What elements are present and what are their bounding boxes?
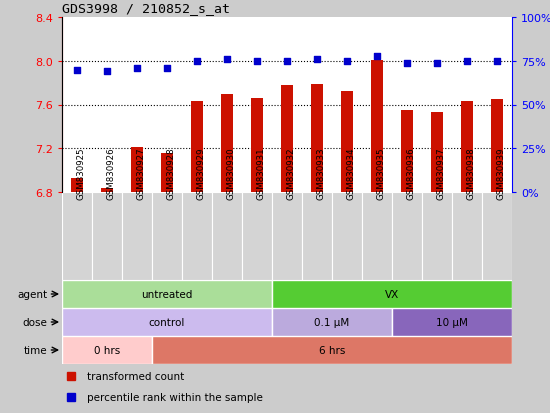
- Text: GSM830928: GSM830928: [167, 147, 176, 199]
- Bar: [491, 100, 503, 192]
- Bar: [431, 113, 443, 192]
- Bar: [62, 336, 152, 364]
- Bar: [62, 192, 92, 280]
- Bar: [101, 188, 113, 192]
- Text: GSM830939: GSM830939: [497, 147, 506, 199]
- Text: agent: agent: [17, 289, 47, 299]
- Point: [283, 58, 292, 65]
- Text: untreated: untreated: [141, 289, 192, 299]
- Bar: [422, 192, 452, 280]
- Bar: [71, 178, 83, 192]
- Point: [463, 58, 471, 65]
- Text: GSM830927: GSM830927: [137, 147, 146, 199]
- Bar: [152, 192, 182, 280]
- Bar: [62, 280, 272, 308]
- Bar: [212, 192, 242, 280]
- Bar: [272, 192, 302, 280]
- Text: time: time: [23, 345, 47, 355]
- Bar: [392, 308, 512, 336]
- Text: GDS3998 / 210852_s_at: GDS3998 / 210852_s_at: [62, 2, 230, 15]
- Point: [372, 53, 381, 59]
- Bar: [122, 192, 152, 280]
- Text: percentile rank within the sample: percentile rank within the sample: [87, 392, 263, 402]
- Point: [73, 67, 81, 74]
- Point: [403, 60, 411, 66]
- Point: [343, 58, 351, 65]
- Bar: [281, 85, 293, 192]
- Point: [252, 58, 261, 65]
- Text: GSM830937: GSM830937: [437, 147, 446, 199]
- Bar: [392, 192, 422, 280]
- Bar: [152, 336, 512, 364]
- Bar: [401, 111, 413, 192]
- Text: GSM830925: GSM830925: [77, 147, 86, 199]
- Bar: [311, 85, 323, 192]
- Text: 6 hrs: 6 hrs: [319, 345, 345, 355]
- Text: GSM830938: GSM830938: [467, 147, 476, 199]
- Bar: [482, 192, 512, 280]
- Bar: [461, 102, 473, 192]
- Bar: [92, 192, 122, 280]
- Text: GSM830929: GSM830929: [197, 147, 206, 199]
- Text: transformed count: transformed count: [87, 371, 184, 381]
- Point: [163, 65, 172, 72]
- Point: [312, 57, 321, 63]
- Bar: [452, 192, 482, 280]
- Bar: [302, 192, 332, 280]
- Text: GSM830936: GSM830936: [407, 147, 416, 199]
- Bar: [191, 102, 203, 192]
- Text: GSM830926: GSM830926: [107, 147, 116, 199]
- Text: GSM830934: GSM830934: [347, 147, 356, 199]
- Text: GSM830932: GSM830932: [287, 147, 296, 199]
- Point: [192, 58, 201, 65]
- Bar: [182, 192, 212, 280]
- Text: GSM830930: GSM830930: [227, 147, 236, 199]
- Bar: [272, 280, 512, 308]
- Point: [133, 65, 141, 72]
- Bar: [251, 99, 263, 192]
- Text: 0.1 μM: 0.1 μM: [315, 317, 350, 327]
- Bar: [371, 61, 383, 192]
- Point: [433, 60, 442, 66]
- Text: 0 hrs: 0 hrs: [94, 345, 120, 355]
- Bar: [341, 92, 353, 192]
- Bar: [161, 153, 173, 192]
- Bar: [62, 308, 272, 336]
- Text: control: control: [149, 317, 185, 327]
- Point: [493, 58, 502, 65]
- Text: GSM830931: GSM830931: [257, 147, 266, 199]
- Text: 10 μM: 10 μM: [436, 317, 468, 327]
- Text: GSM830933: GSM830933: [317, 147, 326, 199]
- Bar: [332, 192, 362, 280]
- Bar: [221, 94, 233, 192]
- Text: dose: dose: [22, 317, 47, 327]
- Bar: [362, 192, 392, 280]
- Point: [223, 57, 232, 63]
- Text: GSM830935: GSM830935: [377, 147, 386, 199]
- Text: VX: VX: [385, 289, 399, 299]
- Point: [103, 69, 112, 76]
- Bar: [272, 308, 392, 336]
- Bar: [242, 192, 272, 280]
- Bar: [131, 148, 143, 192]
